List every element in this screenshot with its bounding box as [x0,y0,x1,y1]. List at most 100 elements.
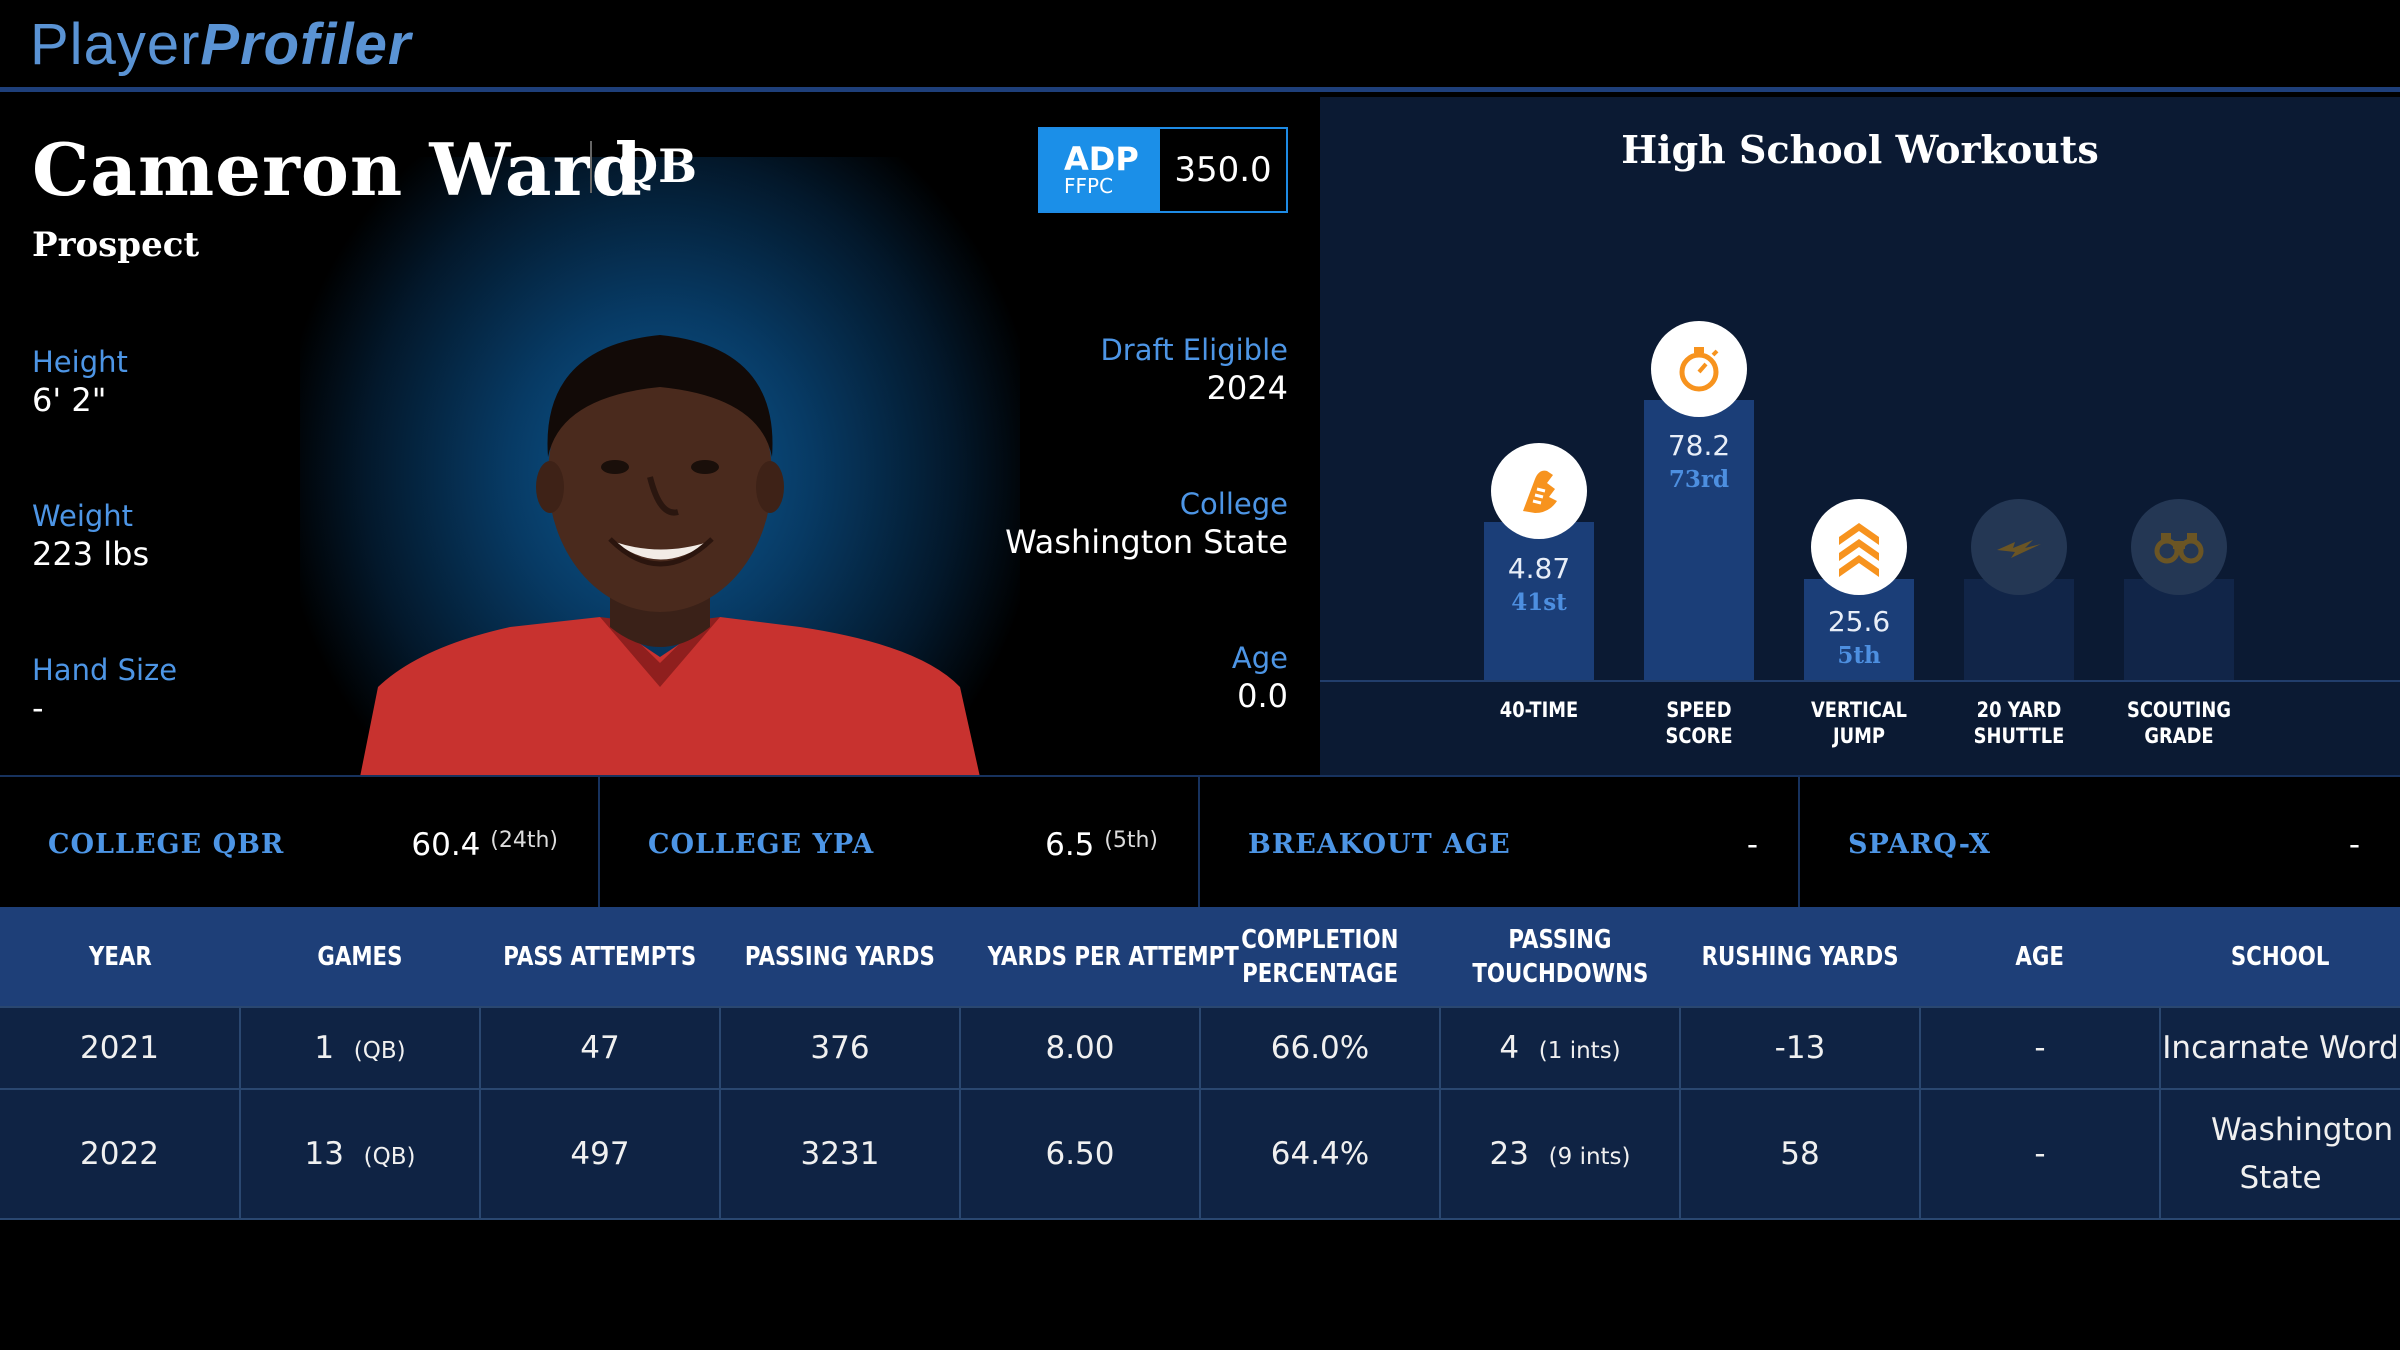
forty-time-value: 4.87 [1507,552,1571,585]
speed-score-rank: 73rd [1668,466,1730,493]
logo-part-profiler: Profiler [200,12,412,77]
stopwatch-icon [1651,321,1747,417]
cell-games: 13 (QB) [240,1088,481,1220]
player-profile-panel: Cameron Ward QB Prospect ADP FFPC 350.0 … [0,97,1320,775]
playerprofiler-logo[interactable]: PlayerProfiler [30,10,411,78]
vertical-jump-rank: 5th [1837,642,1881,669]
metric-label: COLLEGE YPA [648,829,875,860]
cell-school: Incarnate Word [2160,1006,2400,1089]
scouting-grade-bar[interactable] [2124,579,2234,680]
col-header-games[interactable]: GAMES [240,907,480,1007]
logo-part-player: Player [30,12,201,77]
metric-label: COLLEGE QBR [48,829,285,860]
cell-attempts: 497 [480,1088,721,1220]
metric-college-ypa[interactable]: COLLEGE YPA 6.5 (5th) [600,777,1200,909]
cell-yards: 376 [720,1006,961,1089]
draft-eligible-value: 2024 [1206,369,1288,407]
hand-size-label: Hand Size [32,653,178,687]
metric-sparq-x[interactable]: SPARQ-X - [1800,777,2400,909]
workouts-baseline [1320,680,2400,682]
player-name: Cameron Ward [32,127,643,212]
vertical-jump-label: VERTICAL JUMP [1810,698,1908,748]
cell-rushing: 58 [1680,1088,1921,1220]
player-status: Prospect [32,225,200,265]
metric-value: - [2348,827,2360,863]
binoculars-icon [2131,499,2227,595]
metric-value: 60.4 (24th) [411,827,558,863]
col-header-pass-attempts[interactable]: PASS ATTEMPTS [480,907,720,1007]
forty-time-bar[interactable] [1484,522,1594,680]
cell-year: 2022 [0,1088,241,1220]
speed-score-value: 78.2 [1667,429,1731,462]
header-line: COMPLETION [1241,924,1399,955]
chevrons-up-icon [1811,499,1907,595]
cell-age: - [1920,1006,2161,1089]
metric-value: 6.5 (5th) [1045,827,1158,863]
running-shoe-icon [1491,443,1587,539]
adp-sublabel: FFPC [1064,174,1114,198]
metric-label: SPARQ-X [1848,829,1991,860]
cell-games: 1 (QB) [240,1006,481,1089]
weight-value: 223 lbs [32,535,150,573]
cell-touchdowns: 23 (9 ints) [1440,1088,1681,1220]
cell-attempts: 47 [480,1006,721,1089]
cell-ypa: 6.50 [960,1088,1201,1220]
col-header-completion-percentage[interactable]: COMPLETION PERCENTAGE [1200,907,1440,1007]
name-position-divider [590,141,592,193]
speed-score-label: SPEED SCORE [1665,698,1733,748]
speed-score-bar[interactable] [1644,400,1754,680]
vertical-jump-bar[interactable] [1804,579,1914,680]
cell-touchdowns: 4 (1 ints) [1440,1006,1681,1089]
adp-label-block: ADP FFPC [1040,129,1160,211]
col-header-age[interactable]: AGE [1920,907,2160,1007]
header-line: PERCENTAGE [1241,958,1399,989]
scouting-grade-label: SCOUTING GRADE [2126,698,2232,748]
forty-time-rank: 41st [1511,589,1567,616]
workouts-panel: High School Workouts 4.87 41st 40-TIME 7… [1320,97,2400,775]
college-value: Washington State [1005,523,1288,561]
cell-yards: 3231 [720,1088,961,1220]
cell-completion: 64.4% [1200,1088,1441,1220]
header-line: TOUCHDOWNS [1471,958,1648,989]
adp-label: ADP [1064,140,1139,178]
height-value: 6' 2" [32,381,107,419]
cell-rushing: -13 [1680,1006,1921,1089]
adp-value: 350.0 [1174,150,1272,190]
college-label: College [1179,487,1288,521]
cell-completion: 66.0% [1200,1006,1441,1089]
col-header-rushing-yards[interactable]: RUSHING YARDS [1680,907,1920,1007]
metric-value: - [1746,827,1758,863]
vertical-jump-value: 25.6 [1827,605,1891,638]
workouts-title: High School Workouts [1621,127,2099,172]
weight-label: Weight [32,499,134,533]
height-label: Height [32,345,128,379]
forty-time-label: 40-TIME [1499,698,1579,722]
table-row: 2022 13 (QB) 497 3231 6.50 64.4% 23 (9 i… [0,1088,2400,1220]
cell-age: - [1920,1088,2161,1220]
col-header-passing-yards[interactable]: PASSING YARDS [720,907,960,1007]
lightning-icon [1971,499,2067,595]
shuttle-label: 20 YARD SHUTTLE [1973,698,2065,748]
adp-badge[interactable]: ADP FFPC 350.0 [1038,127,1288,213]
table-header-row: YEAR GAMES PASS ATTEMPTS PASSING YARDS Y… [0,907,2400,1007]
college-stats-table: YEAR GAMES PASS ATTEMPTS PASSING YARDS Y… [0,907,2400,1220]
age-label: Age [1231,641,1288,675]
draft-eligible-label: Draft Eligible [1100,333,1288,367]
top-bar: PlayerProfiler [0,0,2400,92]
table-row: 2021 1 (QB) 47 376 8.00 66.0% 4 (1 ints)… [0,1006,2400,1089]
hand-size-value: - [32,689,44,727]
cell-ypa: 8.00 [960,1006,1201,1089]
col-header-year[interactable]: YEAR [0,907,240,1007]
metrics-row: COLLEGE QBR 60.4 (24th) COLLEGE YPA 6.5 … [0,775,2400,909]
cell-year: 2021 [0,1006,241,1089]
metric-breakout-age[interactable]: BREAKOUT AGE - [1200,777,1800,909]
shuttle-bar[interactable] [1964,579,2074,680]
player-position: QB [618,139,697,193]
col-header-passing-touchdowns[interactable]: PASSING TOUCHDOWNS [1440,907,1680,1007]
col-header-school[interactable]: SCHOOL [2160,907,2400,1007]
metric-label: BREAKOUT AGE [1248,829,1511,860]
col-header-yards-per-attempt[interactable]: YARDS PER ATTEMPT [960,907,1239,1007]
age-value: 0.0 [1237,677,1288,715]
metric-college-qbr[interactable]: COLLEGE QBR 60.4 (24th) [0,777,600,909]
player-photo [360,335,980,775]
